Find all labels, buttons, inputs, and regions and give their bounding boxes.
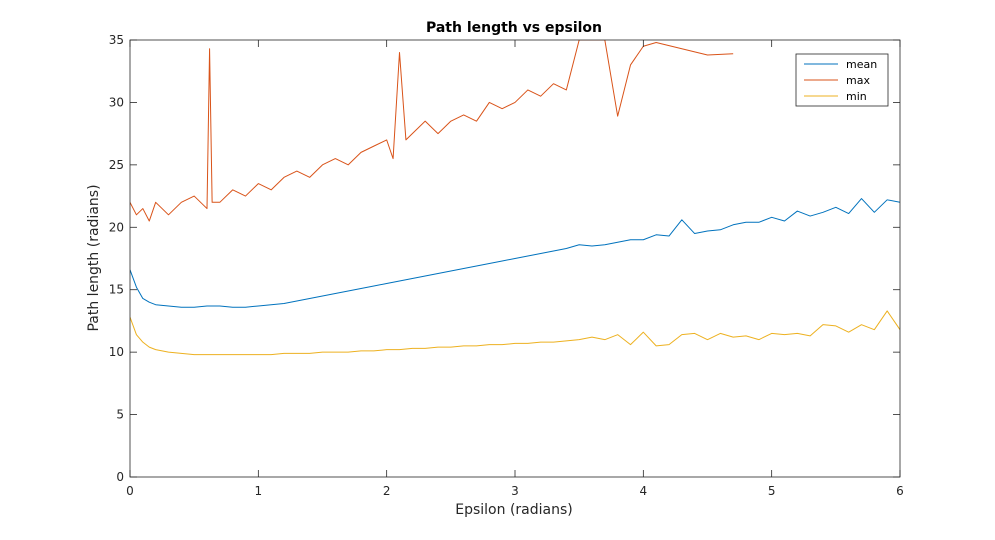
y-tick-label: 35	[109, 33, 124, 47]
y-tick-label: 30	[109, 95, 124, 109]
axes: 0 1 2 3 4 5 6 0 5 10 15 20 25 30 35	[109, 33, 904, 498]
legend-label-max: max	[846, 74, 870, 87]
x-tick-label: 5	[768, 484, 776, 498]
x-tick-label: 3	[511, 484, 519, 498]
legend-label-mean: mean	[846, 58, 877, 71]
series-line-max	[130, 40, 734, 222]
y-tick-label: 0	[116, 470, 124, 484]
x-tick-label: 1	[255, 484, 263, 498]
series-line-mean	[130, 198, 900, 308]
chart-title: Path length vs epsilon	[426, 20, 602, 36]
y-tick-label: 10	[109, 345, 124, 359]
x-tick-label: 4	[640, 484, 648, 498]
y-tick-label: 15	[109, 283, 124, 297]
plot-area	[130, 40, 900, 356]
x-tick-label: 0	[126, 484, 134, 498]
x-tick-label: 6	[896, 484, 904, 498]
y-axis-label: Path length (radians)	[86, 184, 102, 331]
y-tick-label: 20	[109, 220, 124, 234]
legend: mean max min	[795, 53, 889, 107]
x-axis-label: Epsilon (radians)	[455, 502, 572, 518]
x-tick-label: 2	[383, 484, 391, 498]
legend-label-min: min	[846, 90, 867, 103]
y-tick-label: 25	[109, 158, 124, 172]
y-tick-label: 5	[116, 408, 124, 422]
series-line-min	[130, 310, 900, 356]
